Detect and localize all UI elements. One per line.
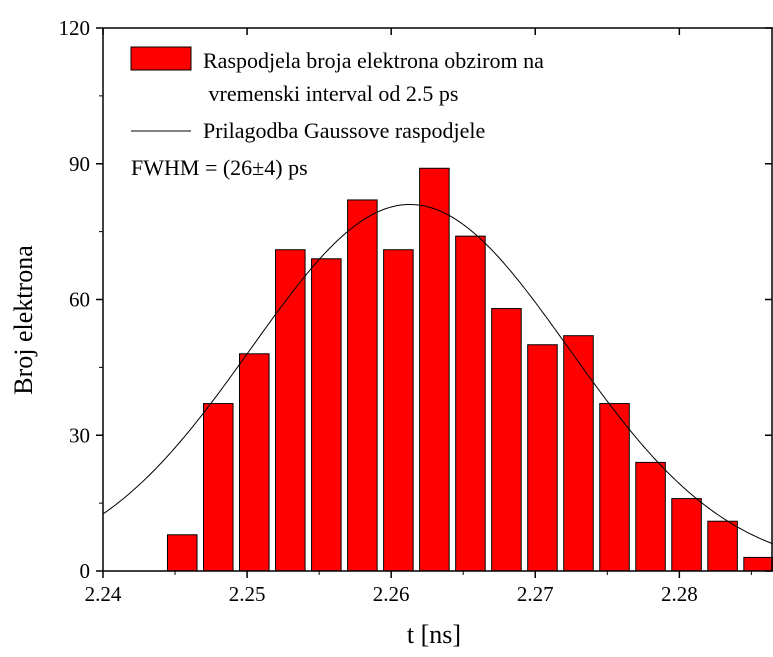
x-tick-label: 2.27 [517, 582, 554, 606]
histogram-bars [166, 167, 773, 572]
bar [671, 498, 702, 572]
x-tick-label: 2.24 [85, 582, 122, 606]
x-tick-label: 2.25 [229, 582, 266, 606]
legend-bar-swatch [130, 46, 192, 71]
bar [707, 520, 738, 572]
legend-fit-label: Prilagodba Gaussove raspodjele [203, 118, 485, 143]
legend: Raspodjela broja elektrona obzirom na vr… [130, 46, 544, 180]
fwhm-annotation: FWHM = (26±4) ps [131, 155, 308, 180]
bar [599, 403, 630, 572]
y-tick-label: 90 [69, 152, 90, 176]
legend-bar-label-line1: Raspodjela broja elektrona obzirom na [203, 48, 544, 73]
y-tick-label: 30 [69, 423, 90, 447]
bar [491, 308, 522, 572]
bar [563, 335, 594, 572]
axis-ticks: 0 30 60 90 120 2.24 2.25 2.26 2.27 2.28 [59, 16, 772, 606]
x-tick-label: 2.28 [661, 582, 698, 606]
bar [347, 199, 378, 572]
bar [383, 249, 414, 572]
y-tick-label: 120 [59, 16, 91, 40]
bar [419, 167, 450, 572]
bar [455, 235, 486, 572]
bar [239, 353, 270, 572]
y-tick-label: 60 [69, 288, 90, 312]
gaussian-fit-curve [102, 203, 773, 545]
y-axis-label: Broj elektrona [9, 245, 38, 395]
bar [635, 461, 666, 572]
x-tick-label: 2.26 [373, 582, 410, 606]
legend-bar-label-line2: vremenski interval od 2.5 ps [203, 81, 458, 106]
bar [527, 344, 558, 572]
bar [166, 534, 198, 572]
bar [275, 249, 306, 572]
x-axis-label: t [ns] [407, 620, 461, 649]
bar [743, 556, 773, 572]
bar [311, 258, 342, 572]
y-tick-label: 0 [80, 559, 91, 583]
bar [203, 403, 234, 572]
